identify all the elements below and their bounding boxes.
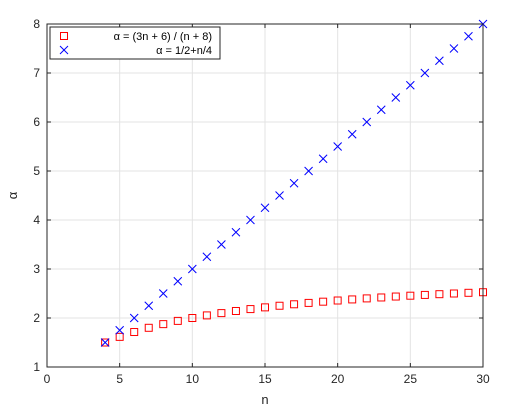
y-axis-label: α [5, 191, 20, 199]
data-point-x [59, 45, 69, 55]
series-2 [100, 19, 488, 347]
data-point-x [449, 44, 459, 53]
data-point-x [304, 166, 313, 176]
data-point-square [406, 291, 415, 300]
x-tick-label: 25 [404, 372, 418, 386]
data-layer [100, 19, 488, 347]
data-point-x [420, 68, 430, 78]
data-point-square [261, 303, 269, 312]
data-point-x [246, 215, 255, 225]
data-point-x [260, 203, 270, 213]
axis-ticks: 0 5 10 15 20 25 30 1 2 3 4 5 6 7 8 [33, 17, 490, 386]
data-point-square [304, 298, 313, 307]
data-point-square [333, 296, 342, 305]
data-point-x [231, 227, 241, 237]
grid [47, 24, 483, 367]
x-tick-label: 15 [258, 372, 272, 386]
x-tick-label: 0 [44, 372, 51, 386]
y-tick-label: 1 [33, 360, 40, 374]
data-point-x [202, 252, 212, 262]
data-point-square [60, 32, 68, 40]
x-tick-label: 10 [186, 372, 200, 386]
data-point-x [289, 178, 299, 188]
data-point-square [173, 316, 182, 325]
data-point-x [144, 301, 154, 311]
y-tick-label: 3 [33, 262, 40, 276]
data-point-x [275, 191, 284, 200]
data-point-square [319, 297, 328, 306]
x-axis-label: n [261, 392, 268, 407]
data-point-square [435, 290, 444, 299]
data-point-square [464, 288, 473, 297]
y-tick-label: 7 [33, 66, 40, 80]
data-point-square [449, 289, 458, 298]
data-point-square [202, 311, 211, 320]
data-point-x [391, 93, 401, 102]
data-point-x [347, 129, 357, 139]
data-point-x [129, 313, 139, 323]
y-tick-label: 4 [33, 213, 40, 227]
data-point-square [231, 306, 240, 315]
data-point-x [187, 264, 197, 274]
data-point-x [333, 142, 343, 151]
data-point-x [100, 338, 110, 347]
data-point-square [377, 293, 386, 302]
data-point-square [420, 290, 429, 299]
y-tick-label: 6 [33, 115, 40, 129]
data-point-x [173, 276, 183, 286]
data-point-square [159, 320, 168, 329]
x-tick-label: 20 [331, 372, 345, 386]
data-point-square [188, 314, 197, 322]
data-point-x [362, 117, 372, 127]
data-point-square [246, 305, 255, 314]
data-point-square [362, 294, 371, 303]
data-point-x [405, 80, 415, 90]
data-point-square [144, 323, 153, 332]
data-point-square [391, 292, 400, 301]
legend-entry-label: α = (3n + 6) / (n + 8) [114, 31, 212, 43]
data-point-x [376, 105, 386, 115]
x-tick-label: 30 [476, 372, 490, 386]
data-point-square [101, 338, 110, 347]
x-tick-label: 5 [116, 372, 123, 386]
data-point-square [217, 309, 226, 318]
data-point-x [464, 31, 473, 41]
data-point-x [435, 56, 444, 66]
data-point-square [275, 301, 284, 310]
data-point-x [318, 154, 328, 164]
data-point-x [158, 289, 168, 298]
data-point-square [290, 300, 299, 309]
data-point-square [115, 332, 124, 341]
data-point-x [217, 240, 226, 249]
data-point-square [348, 295, 357, 304]
legend-box [49, 26, 221, 60]
series-1 [101, 288, 487, 347]
legend-entry-label: α = 1/2+n/4 [156, 45, 212, 57]
y-tick-label: 5 [33, 164, 40, 178]
data-point-x [115, 325, 125, 335]
legend: α = (3n + 6) / (n + 8) α = 1/2+n/4 [49, 26, 221, 60]
y-tick-label: 8 [33, 17, 40, 31]
y-tick-label: 2 [33, 311, 40, 325]
data-point-square [130, 328, 139, 337]
